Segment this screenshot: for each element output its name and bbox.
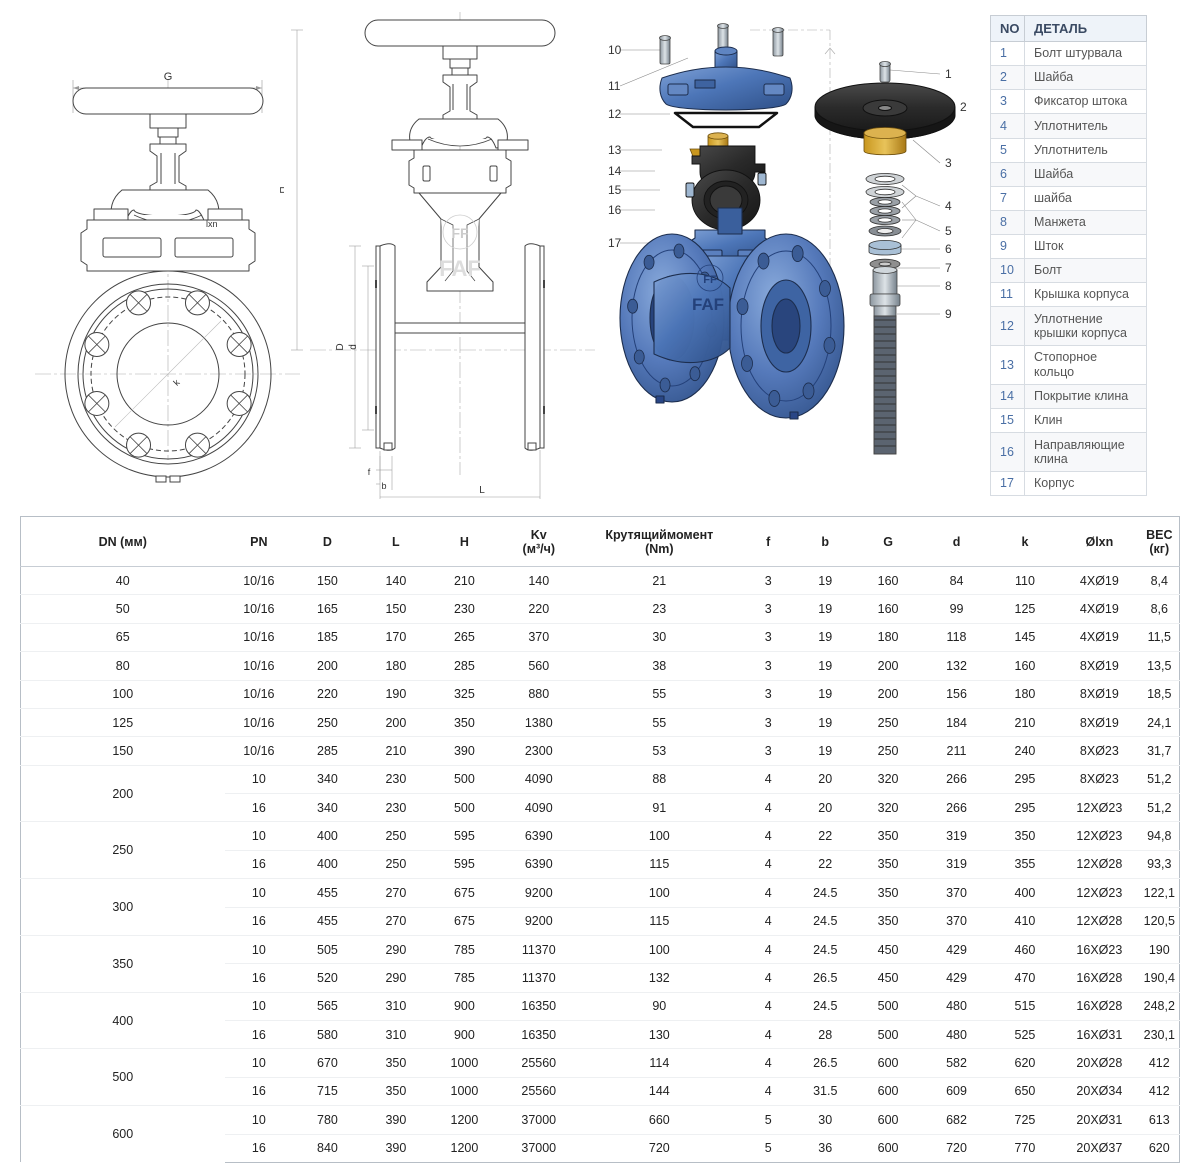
svg-text:FAF: FAF: [692, 295, 724, 314]
svg-text:D: D: [335, 343, 346, 350]
svg-text:6: 6: [945, 242, 952, 256]
svg-text:3: 3: [945, 156, 952, 170]
svg-text:G: G: [164, 71, 173, 83]
svg-text:8: 8: [945, 279, 952, 293]
svg-text:15: 15: [608, 183, 622, 197]
svg-text:FAF: FAF: [439, 256, 481, 281]
svg-text:k: k: [171, 377, 182, 388]
svg-text:2: 2: [960, 100, 967, 114]
svg-text:1: 1: [945, 67, 952, 81]
svg-text:FF: FF: [451, 225, 469, 241]
svg-text:FF: FF: [703, 274, 717, 286]
svg-text:L: L: [479, 485, 485, 496]
svg-text:7: 7: [945, 261, 952, 275]
svg-text:11: 11: [608, 79, 621, 93]
svg-text:16: 16: [608, 203, 622, 217]
svg-text:13: 13: [608, 143, 622, 157]
svg-text:b: b: [381, 481, 386, 491]
svg-text:lxn: lxn: [206, 219, 218, 229]
svg-text:d: d: [348, 344, 359, 350]
svg-text:H: H: [280, 186, 287, 193]
svg-text:9: 9: [945, 307, 952, 321]
svg-text:10: 10: [608, 43, 622, 57]
svg-text:5: 5: [945, 224, 952, 238]
svg-text:14: 14: [608, 164, 622, 178]
svg-text:17: 17: [608, 236, 622, 250]
svg-text:4: 4: [945, 199, 952, 213]
svg-text:f: f: [368, 467, 371, 477]
svg-text:12: 12: [608, 107, 622, 121]
